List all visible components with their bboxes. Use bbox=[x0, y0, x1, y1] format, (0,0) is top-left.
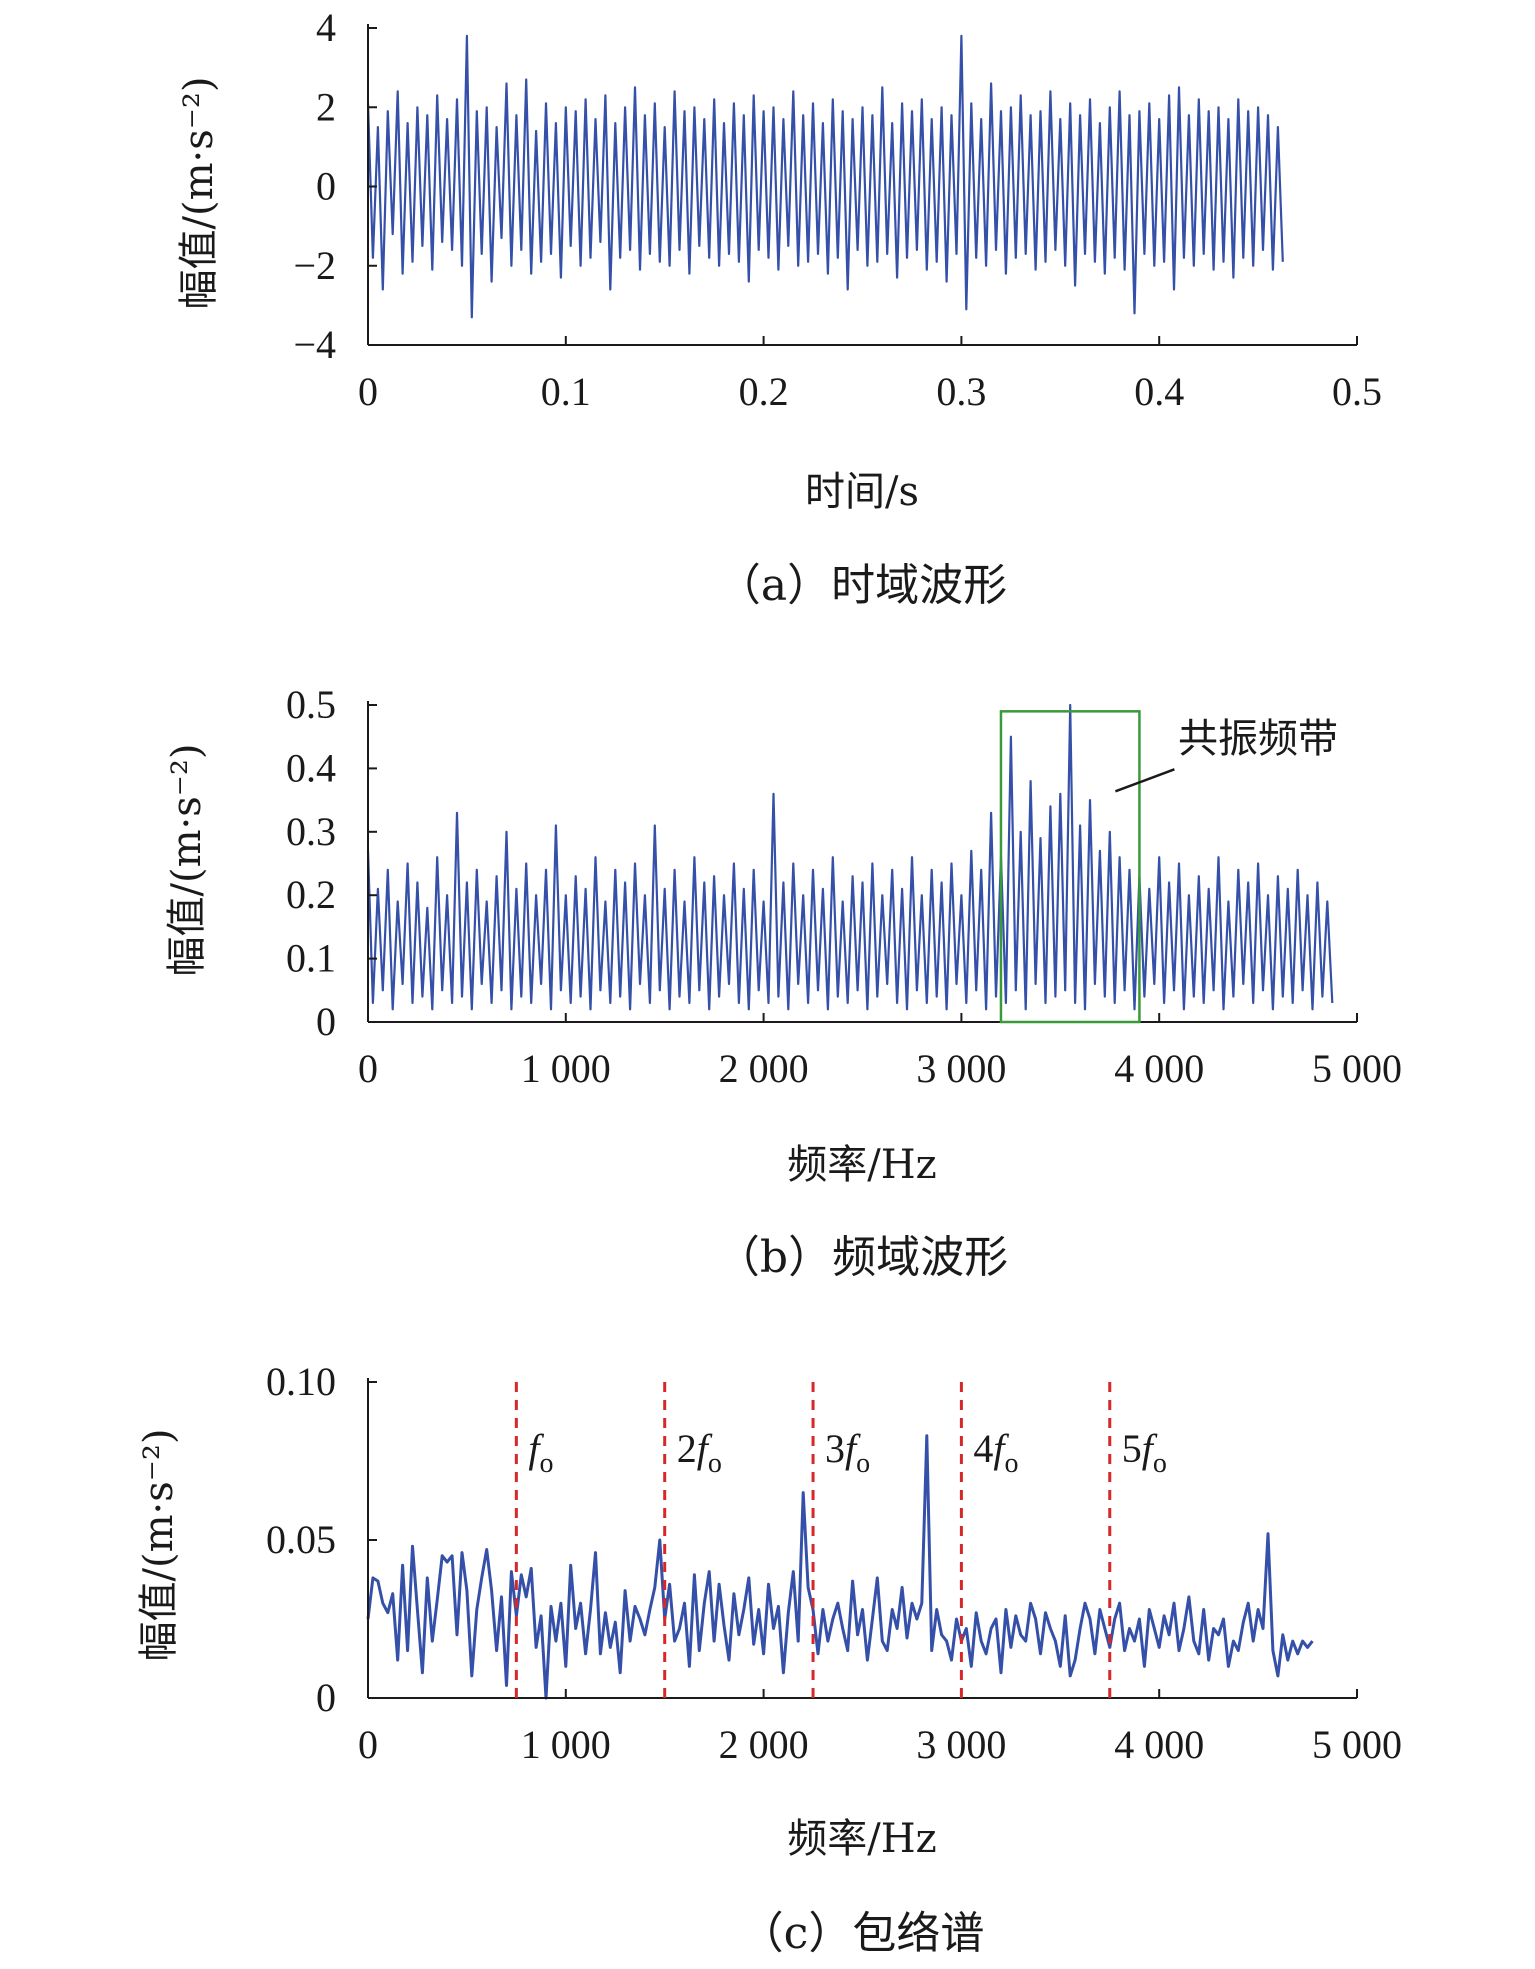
y-tick-label: 0 bbox=[316, 999, 336, 1044]
panel-frequency-domain: 0 1 000 2 000 3 000 4 000 5 000 0 0.1 0.2 0.3 0.4 0… bbox=[164, 682, 1402, 1283]
x-tick-label: 2 000 bbox=[719, 1046, 809, 1091]
band-label: 共振频带 bbox=[1178, 716, 1338, 761]
y-tick-label: 0.05 bbox=[266, 1517, 336, 1562]
y-tick-label: −4 bbox=[293, 322, 336, 367]
data-series-line bbox=[366, 1434, 1314, 1700]
y-axis-label-amplitude: 幅值/(m·s⁻²) bbox=[164, 743, 210, 976]
data-series-line bbox=[366, 703, 1334, 1011]
panel-envelope-spectrum: 0 1 000 2 000 3 000 4 000 5 000 0 0.05 0.10 fo 2f… bbox=[136, 1359, 1402, 1959]
x-axis-label-frequency: 频率/Hz bbox=[787, 1142, 936, 1188]
band-leader-line bbox=[1114, 768, 1175, 793]
x-tick-label: 0.2 bbox=[739, 369, 789, 414]
harmonic-label: 5fo bbox=[1122, 1426, 1167, 1479]
harmonic-label: 3fo bbox=[825, 1426, 870, 1479]
data-series-line bbox=[366, 34, 1284, 319]
x-tick-label: 0.1 bbox=[541, 369, 591, 414]
x-tick-label: 1 000 bbox=[521, 1722, 611, 1767]
y-tick-label: 0 bbox=[316, 164, 336, 209]
caption-b: （b）频域波形 bbox=[716, 1232, 1008, 1283]
x-tick-label: 0.4 bbox=[1134, 369, 1184, 414]
x-tick-label: 3 000 bbox=[916, 1722, 1006, 1767]
x-tick-label: 0 bbox=[358, 1722, 378, 1767]
y-tick-label: 0.1 bbox=[286, 936, 336, 981]
x-tick-label: 3 000 bbox=[916, 1046, 1006, 1091]
x-axis-label-frequency: 频率/Hz bbox=[787, 1816, 936, 1862]
y-tick-label: 4 bbox=[316, 5, 336, 50]
x-tick-label: 0.5 bbox=[1332, 369, 1382, 414]
x-tick-label: 5 000 bbox=[1312, 1046, 1402, 1091]
y-axis-label-amplitude: 幅值/(m·s⁻²) bbox=[136, 1428, 182, 1661]
x-tick-label: 0 bbox=[358, 1046, 378, 1091]
x-tick-label: 4 000 bbox=[1114, 1046, 1204, 1091]
x-tick-label: 1 000 bbox=[521, 1046, 611, 1091]
harmonic-label: 2fo bbox=[677, 1426, 722, 1479]
y-axis-label-amplitude: 幅值/(m·s⁻²) bbox=[176, 76, 222, 309]
x-tick-label: 2 000 bbox=[719, 1722, 809, 1767]
y-tick-label: 0.3 bbox=[286, 809, 336, 854]
x-tick-label: 5 000 bbox=[1312, 1722, 1402, 1767]
x-axis-label-time: 时间/s bbox=[805, 469, 919, 515]
caption-a: （a）时域波形 bbox=[717, 560, 1007, 611]
y-tick-label: 2 bbox=[316, 84, 336, 129]
x-tick-label: 0 bbox=[358, 369, 378, 414]
y-tick-label: 0.10 bbox=[266, 1359, 336, 1404]
y-tick-label: 0 bbox=[316, 1675, 336, 1720]
harmonic-label: 4fo bbox=[973, 1426, 1018, 1479]
resonance-band-box bbox=[999, 710, 1141, 1024]
harmonic-label: fo bbox=[528, 1426, 553, 1479]
y-tick-label: 0.5 bbox=[286, 682, 336, 727]
y-tick-label: 0.4 bbox=[286, 745, 336, 790]
y-tick-label: 0.2 bbox=[286, 872, 336, 917]
y-tick-label: −2 bbox=[293, 243, 336, 288]
x-tick-label: 4 000 bbox=[1114, 1722, 1204, 1767]
caption-c: （c）包络谱 bbox=[740, 1908, 985, 1959]
x-tick-label: 0.3 bbox=[936, 369, 986, 414]
